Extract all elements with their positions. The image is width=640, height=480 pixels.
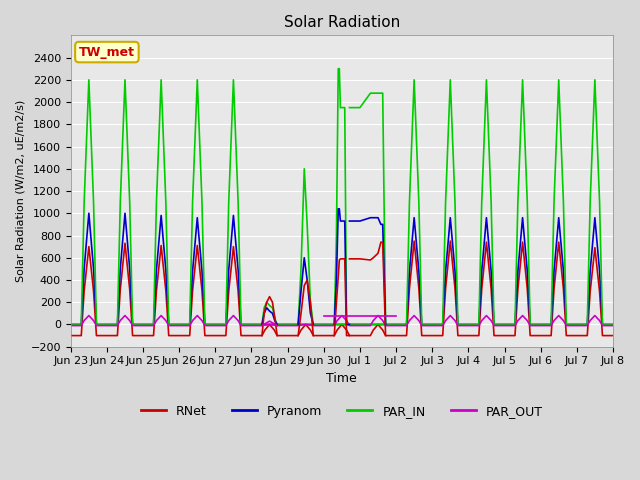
Text: TW_met: TW_met — [79, 46, 135, 59]
Y-axis label: Solar Radiation (W/m2, uE/m2/s): Solar Radiation (W/m2, uE/m2/s) — [15, 100, 25, 282]
Legend: RNet, Pyranom, PAR_IN, PAR_OUT: RNet, Pyranom, PAR_IN, PAR_OUT — [136, 400, 548, 423]
Title: Solar Radiation: Solar Radiation — [284, 15, 400, 30]
X-axis label: Time: Time — [326, 372, 357, 385]
